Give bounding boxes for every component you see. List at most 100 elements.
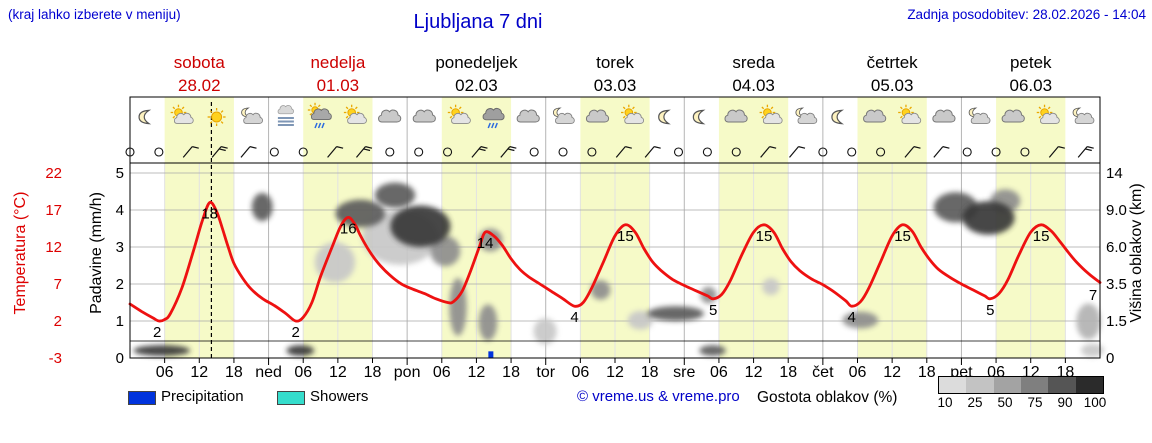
svg-text:18: 18 <box>201 206 218 223</box>
density-step <box>1075 377 1103 393</box>
svg-text:06: 06 <box>156 364 174 381</box>
moon-cloud-icon <box>968 107 991 124</box>
day-name: sobota <box>173 53 225 72</box>
cloud-icon <box>412 109 436 123</box>
fog-icon <box>277 105 294 126</box>
calm-wind-icon <box>558 147 568 157</box>
cloud-height-axis-ticks: 14 9.0 6.0 3.5 1.5 0 <box>1106 165 1127 367</box>
svg-text:sre: sre <box>673 364 695 381</box>
day-date: 04.03 <box>732 76 775 95</box>
wind-barb-icon <box>789 146 806 158</box>
calm-wind-icon <box>1020 147 1030 157</box>
cloud-icon <box>1001 109 1025 123</box>
svg-text:18: 18 <box>364 364 382 381</box>
day-header-row: sobota 28.02 nedelja 01.03 ponedeljek 02.03 to… <box>130 53 1100 96</box>
precipitation-legend-label: Precipitation <box>161 388 244 405</box>
svg-text:12: 12 <box>190 364 208 381</box>
wind-barb-icon <box>904 146 921 158</box>
temperature-curve <box>128 200 1102 323</box>
wind-barb-icon <box>240 146 257 158</box>
moon-cloud-icon <box>552 107 575 124</box>
calm-wind-icon <box>991 147 1001 157</box>
location-hint: (kraj lahko izberete v meniju) <box>8 7 181 22</box>
moon-cloud-icon <box>241 107 263 124</box>
calm-wind-icon <box>443 147 453 157</box>
svg-text:06: 06 <box>571 364 589 381</box>
density-step <box>939 377 967 393</box>
moon-icon <box>692 109 706 125</box>
calm-wind-icon <box>385 147 395 157</box>
cloud-icon <box>378 109 402 123</box>
wind-barb-icon <box>933 146 950 158</box>
svg-text:12: 12 <box>45 239 62 256</box>
wind-barb-icon <box>327 146 344 158</box>
wind-barb-icon <box>760 146 777 158</box>
svg-text:2: 2 <box>153 324 161 341</box>
day-column-četrtek: četrtek 05.03 <box>823 53 962 96</box>
rain-icon <box>482 107 505 129</box>
precipitation-bars <box>488 351 494 358</box>
svg-text:12: 12 <box>745 364 763 381</box>
temperature-axis-ticks: 22 17 12 7 2 -3 <box>45 165 62 367</box>
svg-text:1.5: 1.5 <box>1106 313 1127 330</box>
svg-text:06: 06 <box>710 364 728 381</box>
cloud-density-title: Gostota oblakov (%) <box>757 389 898 406</box>
svg-text:17: 17 <box>45 202 62 219</box>
svg-text:6.0: 6.0 <box>1106 239 1127 256</box>
page-title: Ljubljana 7 dni <box>413 11 543 33</box>
wind-barb-icon <box>1077 146 1094 158</box>
svg-text:2: 2 <box>116 276 124 293</box>
calm-wind-icon <box>962 147 972 157</box>
svg-text:22: 22 <box>45 165 62 182</box>
copyright-link[interactable]: © vreme.us & vreme.pro <box>577 388 740 405</box>
calm-wind-icon <box>154 147 164 157</box>
cloud-density-scale-labels: 10 25 50 75 90 100 <box>930 395 1110 410</box>
wind-barb-icon <box>615 146 632 158</box>
cloud-icon <box>585 109 610 123</box>
day-column-sobota: sobota 28.02 <box>130 53 269 96</box>
svg-text:06: 06 <box>849 364 867 381</box>
cloud-icon <box>932 109 956 123</box>
svg-text:5: 5 <box>116 165 124 182</box>
wind-barb-icon <box>471 146 488 158</box>
sun-cloud-icon <box>343 104 367 124</box>
cloud-icon <box>724 109 748 123</box>
svg-text:ned: ned <box>255 364 282 381</box>
density-tick-label: 100 <box>1083 395 1107 410</box>
svg-text:1: 1 <box>116 313 124 330</box>
svg-text:3: 3 <box>116 239 124 256</box>
day-date: 28.02 <box>178 76 221 95</box>
svg-text:18: 18 <box>918 364 936 381</box>
density-tick-label: 90 <box>1057 395 1073 410</box>
day-column-ponedeljek: ponedeljek 02.03 <box>407 53 546 96</box>
svg-text:15: 15 <box>756 228 773 245</box>
svg-text:15: 15 <box>1033 228 1050 245</box>
density-tick-label: 50 <box>997 395 1013 410</box>
svg-text:12: 12 <box>329 364 347 381</box>
day-column-sreda: sreda 04.03 <box>684 53 823 96</box>
sun-cloud-icon <box>621 104 645 124</box>
calm-wind-icon <box>587 147 597 157</box>
day-column-petek: petek 06.03 <box>961 53 1100 96</box>
calm-wind-icon <box>269 147 279 157</box>
moon-cloud-icon <box>1072 107 1095 124</box>
density-tick-label: 25 <box>967 395 983 410</box>
wind-barb-icon <box>1048 146 1065 158</box>
day-name: petek <box>1009 53 1052 72</box>
svg-text:0: 0 <box>116 350 124 367</box>
sun-cloud-icon <box>898 104 922 124</box>
precipitation-swatch <box>128 391 156 405</box>
svg-text:0: 0 <box>1106 350 1114 367</box>
svg-text:12: 12 <box>468 364 486 381</box>
svg-text:18: 18 <box>502 364 520 381</box>
svg-text:7: 7 <box>54 276 62 293</box>
svg-text:5: 5 <box>986 302 994 319</box>
wind-barb-icon <box>644 146 661 158</box>
showers-legend-label: Showers <box>310 388 369 405</box>
day-date: 01.03 <box>316 76 360 95</box>
day-name: četrtek <box>866 53 918 72</box>
svg-text:4: 4 <box>116 202 124 219</box>
showers-swatch <box>277 391 305 405</box>
cloud-icon <box>516 109 540 123</box>
